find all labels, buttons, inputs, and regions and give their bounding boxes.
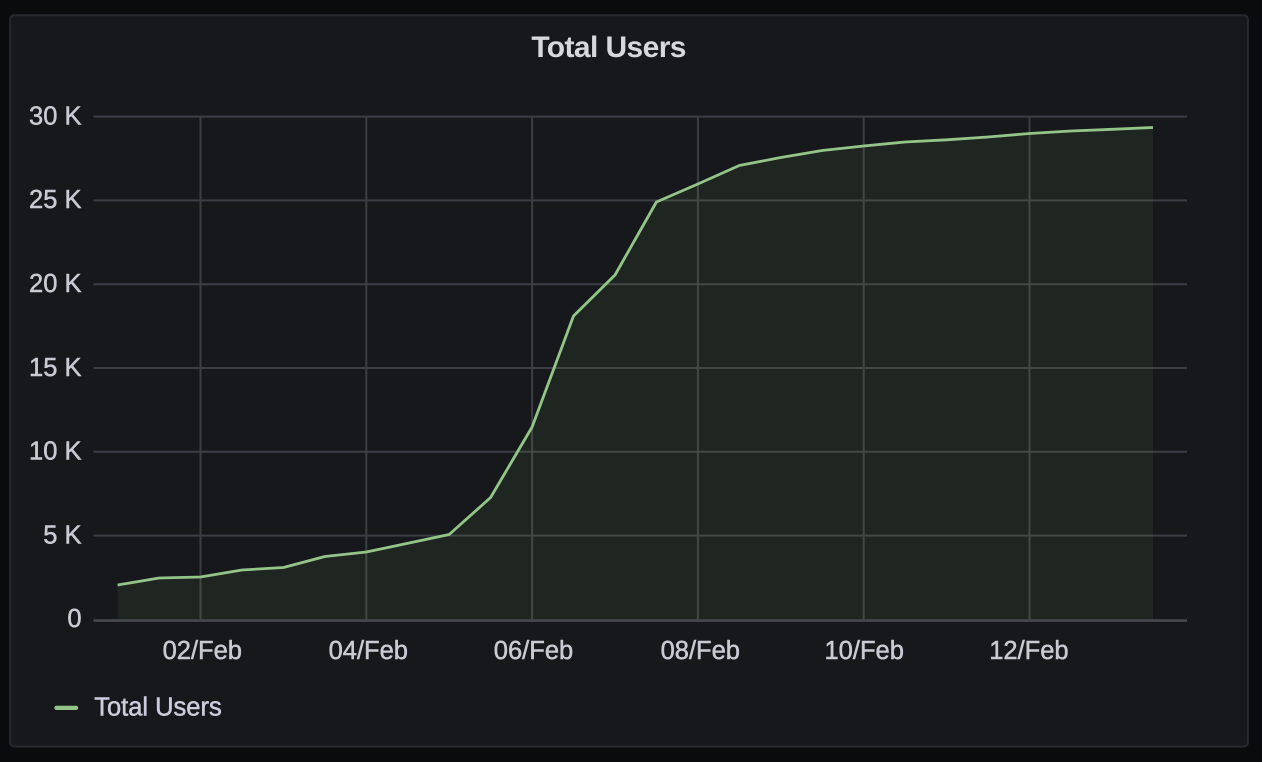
svg-text:Total Users: Total Users [94, 693, 222, 721]
svg-text:20 K: 20 K [29, 270, 81, 298]
svg-text:15 K: 15 K [29, 354, 81, 382]
svg-text:5 K: 5 K [43, 521, 81, 549]
svg-text:25 K: 25 K [29, 186, 81, 214]
svg-text:Total Users: Total Users [531, 31, 686, 64]
svg-text:10/Feb: 10/Feb [825, 637, 904, 665]
svg-text:06/Feb: 06/Feb [494, 637, 573, 665]
svg-text:08/Feb: 08/Feb [661, 637, 740, 665]
svg-text:04/Feb: 04/Feb [329, 637, 408, 665]
svg-text:0: 0 [67, 605, 81, 633]
svg-text:10 K: 10 K [29, 438, 81, 466]
svg-text:12/Feb: 12/Feb [989, 637, 1068, 665]
svg-text:30 K: 30 K [29, 102, 81, 130]
svg-text:02/Feb: 02/Feb [163, 637, 242, 665]
